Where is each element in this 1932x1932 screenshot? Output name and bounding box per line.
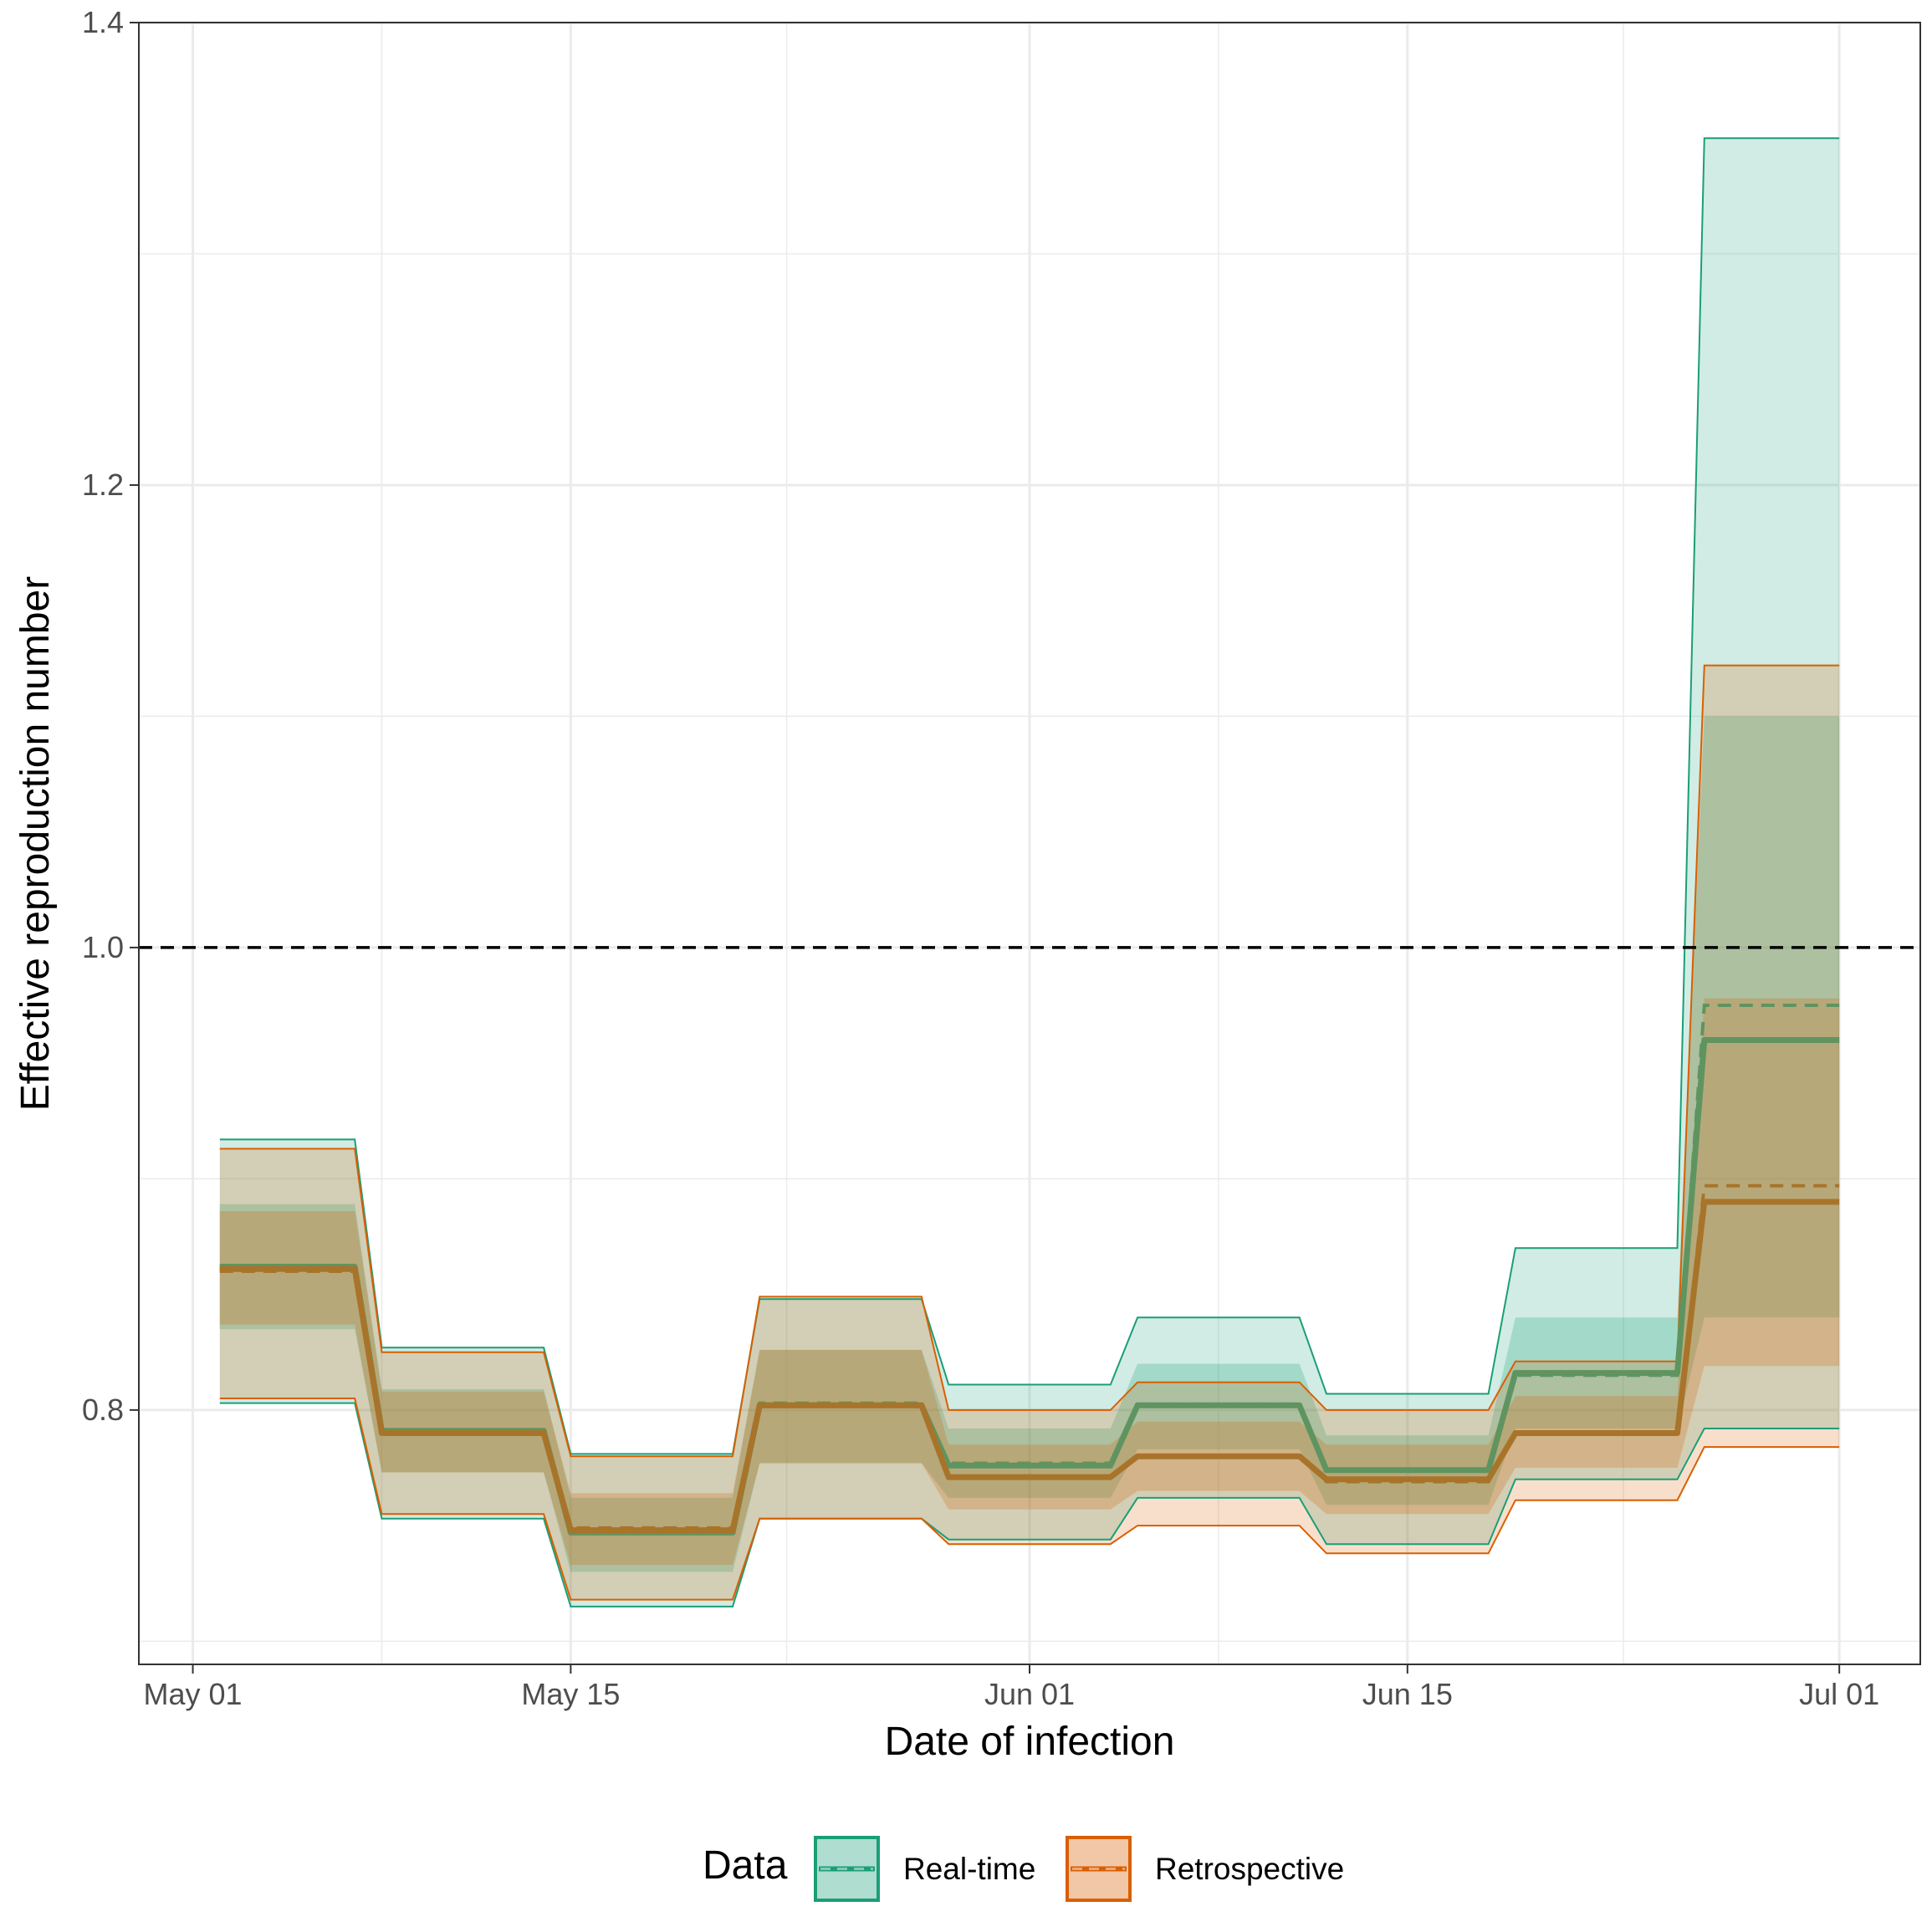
legend-title: Data xyxy=(703,1843,788,1888)
legend-label-retrospective: Retrospective xyxy=(1155,1852,1344,1886)
median-line-real-time xyxy=(219,1004,1840,1532)
y-axis-title: Effective reproduction number xyxy=(13,576,58,1111)
x-axis-title: Date of infection xyxy=(885,1720,1175,1764)
y-tick-label: 0.8 xyxy=(82,1393,124,1427)
y-tick-label: 1.2 xyxy=(82,468,124,502)
band-lower-edge-retrospective xyxy=(219,1398,1840,1601)
y-axis: 0.8 1.0 1.2 1.4 xyxy=(82,5,139,1427)
band-upper-edge-retrospective xyxy=(219,664,1840,1458)
y-tick-label: 1.0 xyxy=(82,930,124,964)
band-90-retrospective xyxy=(219,665,1840,1600)
legend: Data Real-time Retrospective xyxy=(703,1836,1344,1902)
credible-intervals xyxy=(219,138,1840,1607)
estimate-lines xyxy=(219,137,1840,1607)
band-upper-edge-real-time xyxy=(219,137,1840,1455)
y-tick-label: 1.4 xyxy=(82,5,124,39)
band-lower-edge-real-time xyxy=(219,1402,1840,1607)
x-tick-label: May 15 xyxy=(521,1677,620,1711)
median-line-retrospective xyxy=(219,1183,1840,1530)
legend-label-real-time: Real-time xyxy=(903,1852,1035,1886)
legend-item-real-time: Real-time xyxy=(814,1836,1035,1902)
x-axis: May 01 May 15 Jun 01 Jun 15 Jul 01 xyxy=(144,1664,1879,1711)
legend-item-retrospective: Retrospective xyxy=(1066,1836,1344,1902)
band-50-retrospective xyxy=(219,998,1840,1566)
x-tick-label: Jun 01 xyxy=(984,1677,1075,1711)
band-90-real-time xyxy=(219,138,1840,1607)
x-tick-label: May 01 xyxy=(144,1677,243,1711)
x-tick-label: Jul 01 xyxy=(1799,1677,1879,1711)
x-tick-label: Jun 15 xyxy=(1362,1677,1453,1711)
